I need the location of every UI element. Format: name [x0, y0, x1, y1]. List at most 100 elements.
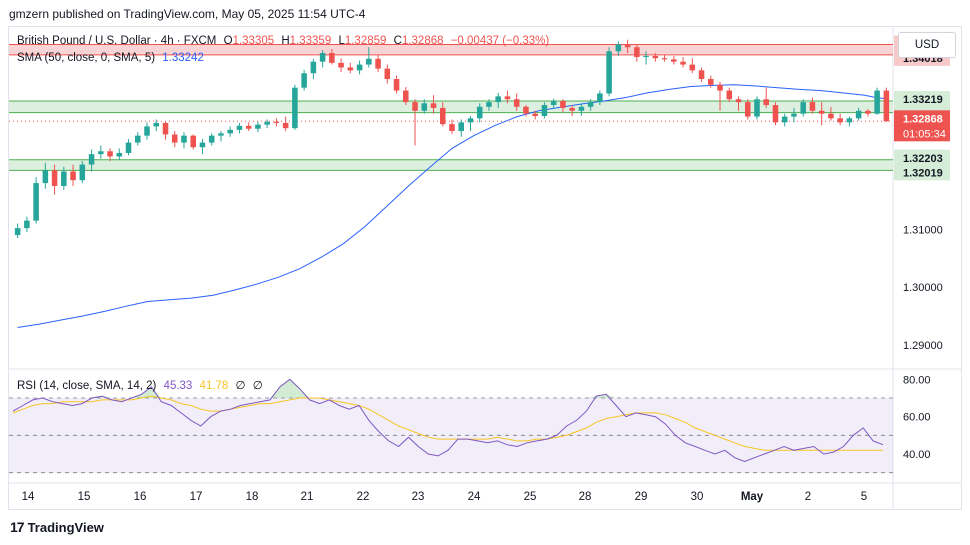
candle — [652, 53, 659, 62]
candle — [347, 62, 354, 74]
candle — [772, 102, 779, 126]
legend-low: 1.32859 — [344, 35, 387, 47]
rsi-tick-label: 40.00 — [903, 449, 931, 461]
candle — [14, 223, 21, 238]
candle-body — [218, 133, 224, 136]
candle-body — [698, 70, 705, 80]
price-tick-label: 1.29000 — [903, 340, 943, 352]
legend-close-label: C — [393, 35, 402, 47]
candle-body — [708, 79, 714, 85]
candle — [319, 50, 326, 68]
candle-body — [828, 113, 834, 119]
candle — [791, 107, 797, 123]
candle — [634, 44, 640, 62]
candle — [504, 90, 511, 104]
price-tick-label: 1.30000 — [903, 282, 943, 294]
price-label-bg — [894, 149, 950, 166]
candle-body — [356, 64, 363, 71]
candle-body — [532, 113, 538, 117]
candle-body — [319, 53, 326, 62]
time-tick-label: 30 — [691, 491, 704, 503]
candle-body — [153, 122, 160, 127]
rsi-extra-2: ∅ — [252, 380, 263, 392]
candle — [541, 102, 548, 119]
candle — [883, 87, 890, 122]
candle-body — [615, 44, 622, 52]
candle-body — [144, 126, 150, 136]
candle-body — [384, 68, 391, 80]
candle — [199, 139, 206, 155]
publisher-line: gmzern published on TradingView.com, May… — [9, 7, 366, 21]
legend-high: 1.33359 — [289, 35, 332, 47]
candle-body — [809, 102, 816, 111]
legend-symbol: British Pound / U.S. Dollar · 4h · FXCM — [17, 35, 217, 47]
legend-change: −0.00437 (−0.33%) — [450, 35, 550, 47]
candle — [61, 166, 67, 190]
currency-button[interactable]: USD — [898, 32, 956, 58]
candle-body — [42, 170, 49, 184]
rsi-value: 45.33 — [163, 380, 193, 392]
candle — [116, 148, 123, 160]
candle — [532, 110, 538, 120]
rsi-line — [12, 378, 884, 463]
candle-body — [772, 105, 779, 123]
legend-close: 1.32868 — [401, 35, 444, 47]
candle-body — [264, 121, 270, 125]
candle — [476, 103, 483, 123]
candle — [171, 131, 178, 148]
candle-body — [495, 96, 501, 103]
price-label-zone_green: 1.32203 — [903, 153, 943, 165]
candle — [560, 99, 566, 113]
candle — [227, 126, 233, 137]
candle-body — [116, 152, 123, 157]
sma-legend: SMA (50, close, 0, SMA, 5) 1.33242 — [17, 52, 208, 64]
candle — [439, 102, 446, 127]
sma-label: SMA (50, close, 0, SMA, 5) — [17, 52, 156, 64]
candle — [606, 47, 612, 97]
candle-body — [347, 67, 354, 71]
candle — [421, 99, 428, 114]
candle — [144, 122, 150, 140]
candle — [292, 84, 298, 130]
candle — [88, 149, 95, 172]
candle — [708, 75, 714, 88]
candle — [735, 96, 742, 111]
candle-body — [61, 171, 67, 186]
price-label-last: 1.32868 — [903, 113, 943, 125]
candle-body — [190, 135, 196, 148]
time-tick-label: 21 — [301, 491, 314, 503]
candle — [865, 109, 871, 117]
candle — [597, 90, 603, 106]
candle-body — [523, 106, 529, 114]
candle — [800, 99, 806, 117]
candle — [273, 118, 280, 127]
candle — [208, 133, 215, 146]
candle-body — [33, 183, 39, 221]
time-tick-label: May — [741, 491, 764, 503]
candle-body — [171, 134, 178, 143]
candle-body — [301, 73, 307, 88]
candle — [513, 93, 520, 111]
candle-body — [661, 58, 668, 60]
rsi-extra-1: ∅ — [235, 380, 246, 392]
candle-body — [88, 154, 95, 165]
candle — [523, 105, 529, 117]
candle — [107, 148, 113, 162]
candle — [587, 99, 594, 111]
candle-body — [236, 125, 243, 130]
candle-body — [652, 55, 659, 59]
time-tick-label: 16 — [134, 491, 147, 503]
candle-body — [874, 90, 880, 114]
candle — [430, 95, 437, 114]
candle-body — [476, 106, 483, 119]
candle — [403, 87, 409, 106]
candle-body — [855, 110, 862, 119]
candle-body — [735, 99, 742, 103]
candle-body — [837, 118, 843, 123]
candle-body — [818, 110, 825, 114]
symbol-legend: British Pound / U.S. Dollar · 4h · FXCM … — [17, 35, 553, 47]
candle — [661, 54, 668, 62]
candle-body — [227, 129, 233, 134]
rsi-legend: RSI (14, close, SMA, 14, 2) 45.33 41.78 … — [17, 378, 267, 392]
